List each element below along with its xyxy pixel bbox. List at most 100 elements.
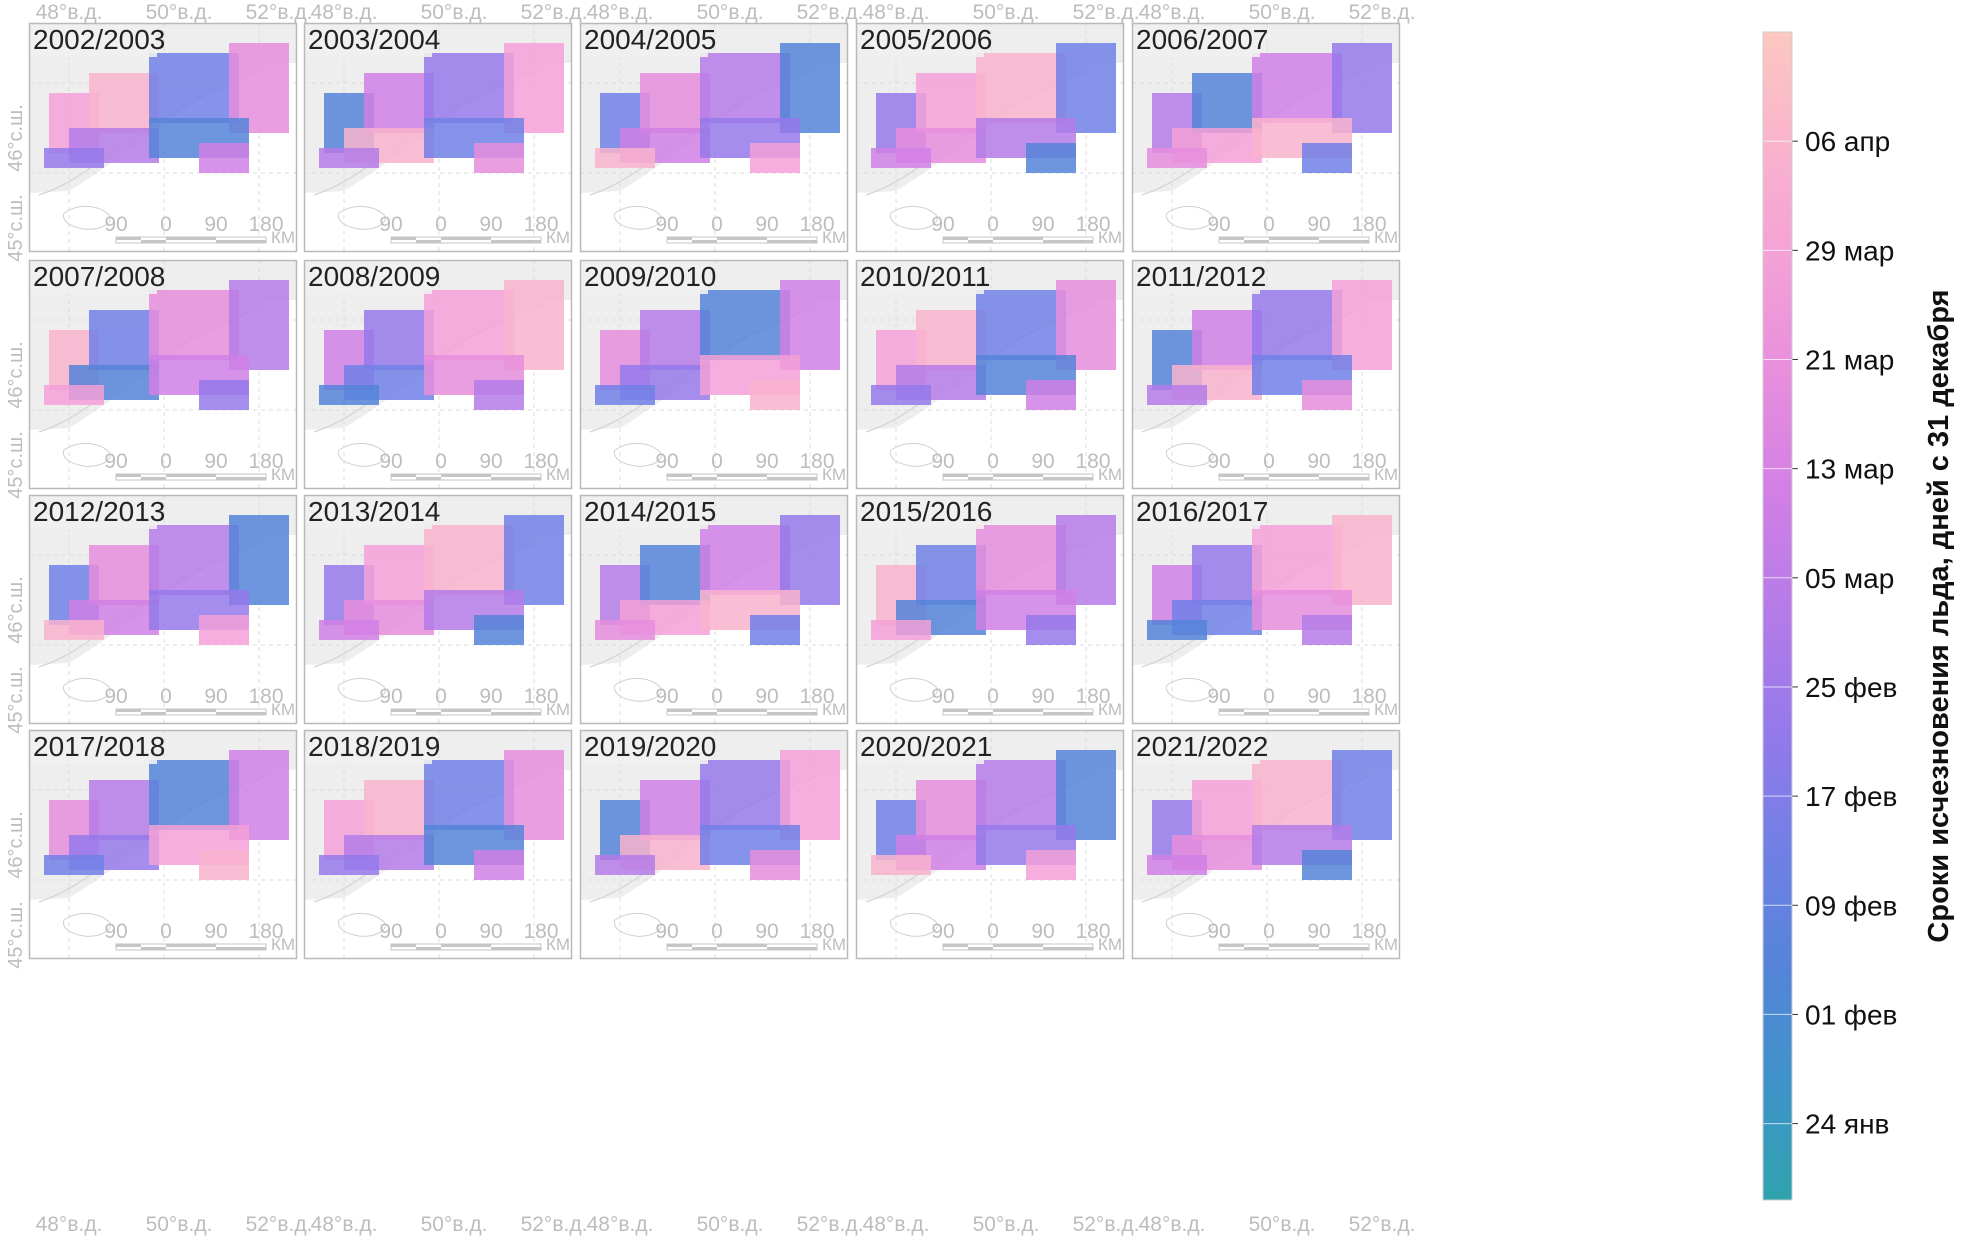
lon-label-top: 48°в.д. (311, 1, 378, 24)
scalebar-tick-label: 90 (479, 450, 502, 473)
colorbar-tick-label: 13 мар (1805, 454, 1894, 485)
lon-label-bottom: 50°в.д. (697, 1213, 764, 1236)
ice-cell (871, 148, 931, 168)
season-label: 2019/2020 (584, 731, 716, 762)
ice-cell (319, 855, 379, 875)
season-label-box: 2003/2004 (304, 23, 440, 57)
ice-cell (319, 385, 379, 405)
panel-frame (579, 259, 849, 490)
lon-label-bottom: 50°в.д. (421, 1213, 488, 1236)
ice-cell (1147, 148, 1207, 168)
ice-cell (1302, 380, 1352, 410)
lon-label-bottom: 52°в.д. (1073, 1213, 1140, 1236)
ice-cell (1026, 143, 1076, 173)
lon-label-top: 50°в.д. (973, 1, 1040, 24)
ice-cell (424, 290, 514, 360)
scalebar-unit: КМ (1098, 228, 1122, 247)
scalebar-tick-label: 180 (799, 450, 834, 473)
colorbar-tick-label: 01 фев (1805, 999, 1897, 1030)
lon-label-top: 50°в.д. (421, 1, 488, 24)
scalebar-tick-label: 90 (1031, 213, 1054, 236)
season-label: 2018/2019 (308, 731, 440, 762)
season-label: 2017/2018 (33, 731, 165, 762)
scalebar-tick-label: 90 (931, 450, 954, 473)
panel-frame (579, 22, 849, 253)
scalebar-tick-label: 90 (379, 450, 402, 473)
scalebar-tick-label: 180 (1075, 685, 1110, 708)
scalebar-tick-label: 0 (435, 450, 447, 473)
scalebar-tick-label: 90 (655, 213, 678, 236)
lon-label-top: 50°в.д. (146, 1, 213, 24)
scalebar-unit: КМ (546, 465, 570, 484)
scalebar-tick-label: 90 (379, 685, 402, 708)
island (613, 913, 662, 937)
island (1165, 206, 1214, 230)
ice-coverage (595, 43, 840, 173)
scalebar-tick-label: 0 (987, 920, 999, 943)
island (62, 678, 111, 702)
season-label: 2020/2021 (860, 731, 992, 762)
ice-coverage (871, 515, 1116, 645)
scalebar-unit: КМ (546, 935, 570, 954)
scalebar-unit: КМ (1098, 700, 1122, 719)
ice-cell (916, 780, 986, 840)
scalebar-tick-label: 90 (931, 920, 954, 943)
ice-coverage (319, 43, 564, 173)
season-label-box: 2014/2015 (580, 495, 716, 529)
island (889, 206, 938, 230)
ice-cell (976, 760, 1066, 830)
scalebar-tick-label: 0 (160, 450, 172, 473)
scalebar-tick-label: 0 (1263, 450, 1275, 473)
island (337, 913, 386, 937)
ice-cell (750, 850, 800, 880)
ice-coverage (319, 515, 564, 645)
scalebar-tick-label: 180 (523, 450, 558, 473)
ice-cell (424, 760, 514, 830)
island (889, 678, 938, 702)
lon-label-top: 48°в.д. (587, 1, 654, 24)
panel-frame (1131, 22, 1401, 253)
panel-frame (1131, 259, 1401, 490)
season-label-box: 2006/2007 (1132, 23, 1268, 57)
ice-cell (89, 73, 159, 133)
ice-cell (700, 525, 790, 595)
scalebar-tick-label: 90 (104, 920, 127, 943)
scalebar-tick-label: 90 (1307, 213, 1330, 236)
ice-cell (1252, 525, 1342, 595)
ice-coverage (1147, 515, 1392, 645)
island (889, 443, 938, 467)
ice-cell (640, 73, 710, 133)
season-label-box: 2008/2009 (304, 260, 440, 294)
ice-cell (700, 760, 790, 830)
scalebar-tick-label: 0 (711, 685, 723, 708)
ice-cell (1192, 310, 1262, 370)
ice-cell (474, 380, 524, 410)
panel-frame (1131, 494, 1401, 725)
ice-coverage (319, 750, 564, 880)
ice-cell (1302, 850, 1352, 880)
ice-cell (750, 380, 800, 410)
scalebar-tick-label: 90 (104, 213, 127, 236)
panel-frame (28, 259, 298, 490)
island (1165, 443, 1214, 467)
panel-frame (855, 259, 1125, 490)
scalebar-tick-label: 0 (435, 213, 447, 236)
ice-cell (1147, 385, 1207, 405)
scalebar-tick-label: 0 (1263, 685, 1275, 708)
ice-cell (149, 760, 239, 830)
ice-cell (1147, 855, 1207, 875)
colorbar-ticks: 06 апр 29 мар 21 мар 13 мар 05 мар 25 фев 17 ф… (1763, 126, 1897, 1140)
ice-cell (595, 855, 655, 875)
scalebar-tick-label: 90 (755, 685, 778, 708)
